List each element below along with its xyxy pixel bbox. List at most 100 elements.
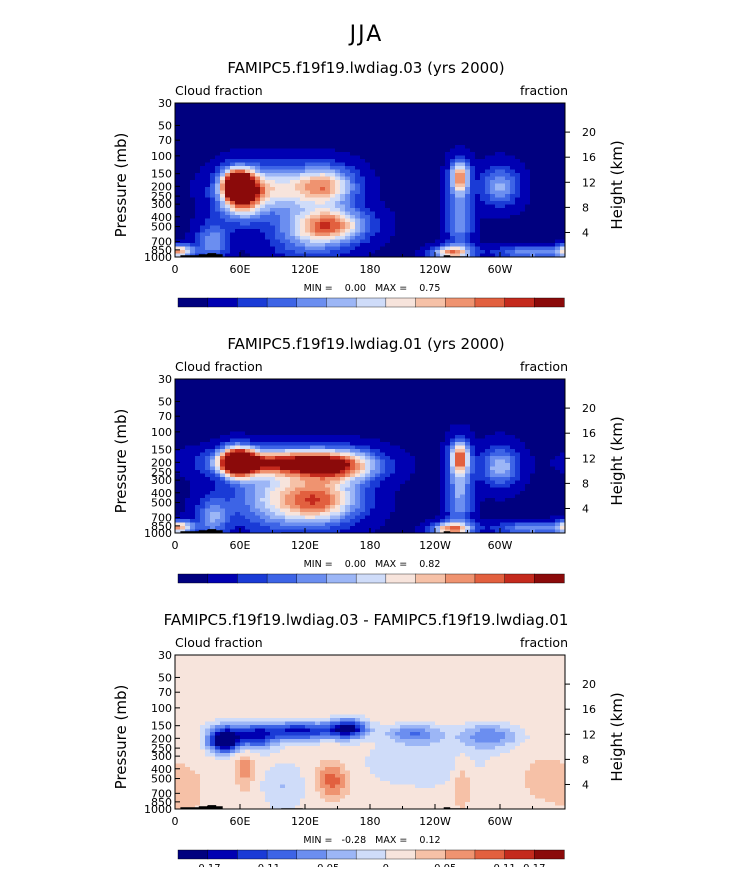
contour-cell [510,424,516,429]
contour-cell [310,407,316,412]
contour-cell [380,180,386,185]
contour-cell [515,141,521,146]
contour-cell [265,152,271,157]
contour-cell [490,162,496,167]
contour-cell [340,138,346,143]
contour-cell [350,410,356,415]
contour-cell [220,225,226,230]
contour-cell [515,134,521,139]
contour-cell [340,110,346,115]
contour-cell [375,180,381,185]
contour-cell [545,208,551,213]
contour-cell [555,103,561,108]
contour-cell [365,117,371,122]
contour-cell [410,431,416,436]
contour-cell [465,211,471,216]
contour-cell [510,152,516,157]
contour-cell [375,225,381,230]
contour-cell [385,152,391,157]
contour-cell [495,250,501,255]
contour-cell [200,187,206,192]
contour-cell [450,211,456,216]
contour-cell [430,166,436,171]
contour-cell [310,194,316,199]
contour-cell [505,243,511,248]
contour-cell [340,117,346,122]
contour-cell [295,393,301,398]
contour-cell [385,232,391,237]
contour-cell [300,229,306,234]
contour-cell [390,407,396,412]
contour-cell [355,225,361,230]
contour-cell [205,236,211,241]
contour-cell [420,438,426,443]
contour-cell [225,159,231,164]
contour-cell [525,176,531,181]
contour-cell [270,138,276,143]
contour-cell [200,173,206,178]
contour-cell [250,194,256,199]
contour-cell [250,438,256,443]
contour-cell [435,194,441,199]
contour-cell [395,204,401,209]
contour-cell [395,124,401,129]
contour-cell [380,204,386,209]
contour-cell [235,106,241,111]
contour-cell [460,155,466,160]
contour-cell [505,393,511,398]
contour-cell [280,176,286,181]
contour-cell [295,138,301,143]
contour-cell [375,169,381,174]
contour-cell [275,246,281,251]
contour-cell [505,218,511,223]
contour-cell [460,438,466,443]
contour-cell [275,386,281,391]
contour-cell [265,211,271,216]
contour-cell [425,148,431,153]
contour-cell [425,421,431,426]
contour-cell [385,162,391,167]
contour-cell [275,424,281,429]
contour-cell [420,194,426,199]
contour-cell [550,187,556,192]
contour-cell [215,211,221,216]
contour-cell [495,148,501,153]
contour-cell [255,113,261,118]
contour-cell [515,215,521,220]
contour-cell [455,382,461,387]
contour-cell [275,382,281,387]
contour-cell [340,379,346,384]
contour-cell [265,236,271,241]
contour-cell [355,113,361,118]
contour-cell [505,379,511,384]
contour-cell [180,134,186,139]
contour-cell [555,197,561,202]
contour-cell [275,110,281,115]
contour-cell [235,155,241,160]
contour-cell [415,229,421,234]
contour-cell [335,117,341,122]
contour-cell [470,218,476,223]
contour-cell [300,417,306,422]
contour-cell [350,400,356,405]
contour-cell [540,120,546,125]
contour-cell [455,208,461,213]
contour-cell [470,117,476,122]
contour-cell [195,414,201,419]
contour-cell [285,138,291,143]
contour-cell [360,204,366,209]
contour-cell [435,250,441,255]
contour-cell [525,124,531,129]
contour-cell [390,120,396,125]
contour-cell [175,201,181,206]
contour-cell [220,438,226,443]
contour-cell [540,138,546,143]
contour-cell [455,243,461,248]
contour-cell [530,428,536,433]
contour-cell [400,403,406,408]
contour-cell [510,120,516,125]
contour-cell [490,232,496,237]
contour-cell [340,159,346,164]
contour-cell [560,148,565,153]
contour-cell [390,236,396,241]
